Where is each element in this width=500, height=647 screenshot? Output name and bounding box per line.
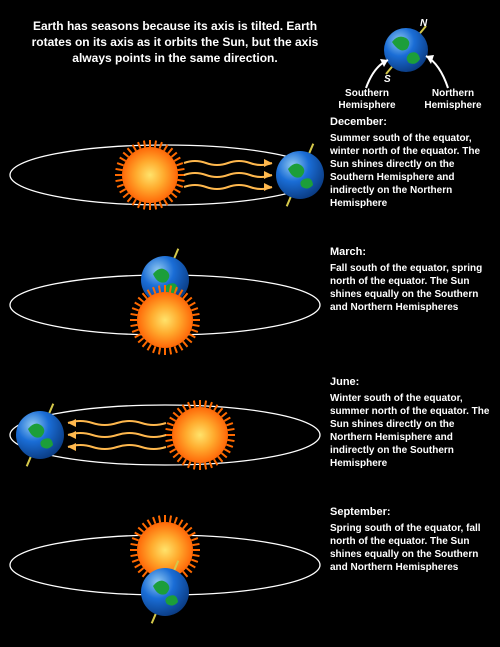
northern-hemisphere-label: Northern Hemisphere <box>418 88 488 112</box>
panel-svg-march <box>0 240 330 370</box>
panel-svg-december <box>0 110 330 240</box>
panel-march: March: Fall south of the equator, spring… <box>0 240 500 370</box>
panel-september: September: Spring south of the equator, … <box>0 500 500 630</box>
svg-text:N: N <box>420 18 428 29</box>
month-desc-march: Fall south of the equator, spring north … <box>330 262 490 314</box>
month-title-march: March: <box>330 246 366 258</box>
legend-diagram: N S Southern Hemisphere Northern Hemisph… <box>326 10 486 105</box>
panel-december: December: Summer south of the equator, w… <box>0 110 500 240</box>
panel-june: June: Winter south of the equator, summe… <box>0 370 500 500</box>
southern-hemisphere-label: Southern Hemisphere <box>332 88 402 112</box>
panel-svg-june <box>0 370 330 500</box>
intro-text: Earth has seasons because its axis is ti… <box>30 18 320 67</box>
month-desc-june: Winter south of the equator, summer nort… <box>330 392 490 470</box>
month-title-september: September: <box>330 506 391 518</box>
svg-text:S: S <box>384 74 391 85</box>
month-desc-september: Spring south of the equator, fall north … <box>330 522 490 574</box>
panel-svg-september <box>0 500 330 630</box>
month-desc-december: Summer south of the equator, winter nort… <box>330 132 490 210</box>
month-title-june: June: <box>330 376 359 388</box>
month-title-december: December: <box>330 116 387 128</box>
